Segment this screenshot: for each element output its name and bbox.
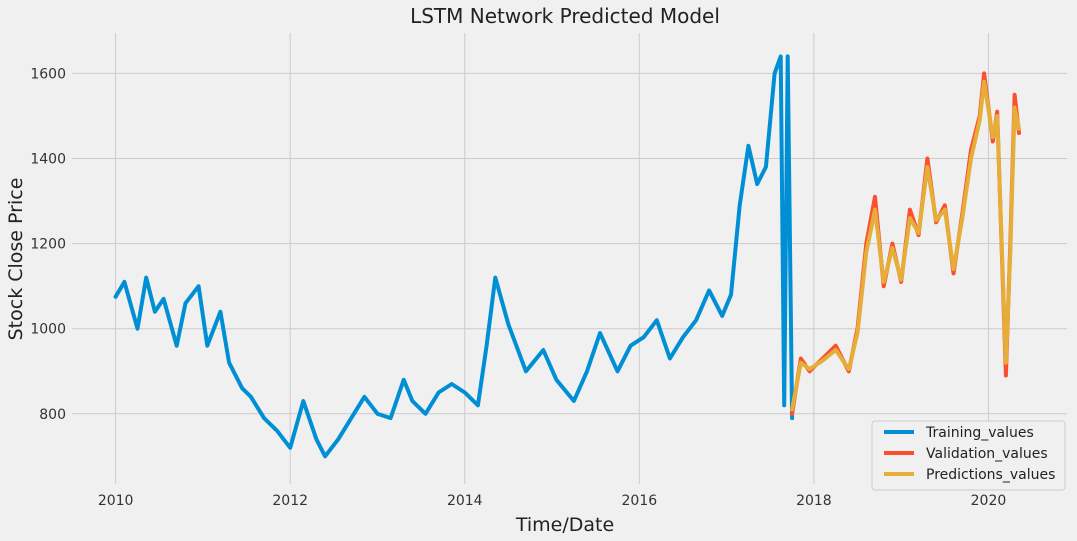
plot-area <box>72 33 1067 484</box>
x-tick-label: 2012 <box>272 493 308 509</box>
x-tick-label: 2014 <box>447 493 483 509</box>
x-tick-label: 2018 <box>796 493 832 509</box>
x-axis-label: Time/Date <box>515 514 614 536</box>
y-tick-label: 1400 <box>30 152 66 168</box>
legend: Training_values Validation_values Predic… <box>871 420 1066 491</box>
legend-label-predictions: Predictions_values <box>926 467 1055 483</box>
series-layer <box>113 54 1021 459</box>
y-axis-label: Stock Close Price <box>5 178 27 341</box>
y-tick-label: 1600 <box>30 66 66 82</box>
x-tick-label: 2010 <box>98 493 134 509</box>
tick-labels: 2010 2012 2014 2016 2018 2020 800 1000 1200 1400 1… <box>30 66 1006 509</box>
series-line-predictions-values <box>790 79 1021 412</box>
x-tick-label: 2016 <box>622 493 658 509</box>
legend-label-training: Training_values <box>925 425 1034 441</box>
series-line-training-values <box>113 54 795 459</box>
chart-title: LSTM Network Predicted Model <box>410 4 720 28</box>
y-tick-label: 1000 <box>30 322 66 338</box>
legend-label-validation: Validation_values <box>926 446 1048 462</box>
legend-box <box>871 420 1066 491</box>
y-tick-label: 1200 <box>30 237 66 253</box>
x-tick-label: 2020 <box>971 493 1007 509</box>
y-tick-label: 800 <box>39 407 66 423</box>
